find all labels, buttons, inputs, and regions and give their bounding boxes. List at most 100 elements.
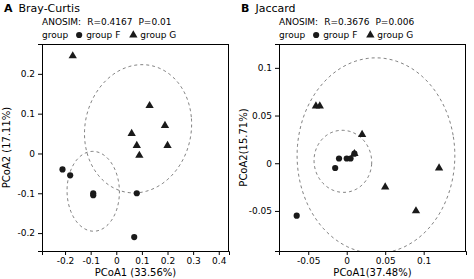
y-tick: 0.2 [21, 69, 42, 79]
legend: group group F group G [42, 30, 176, 40]
x-axis-title: PCoA1 (33.56%) [95, 267, 177, 278]
point [69, 51, 77, 58]
x-tick-label: -0.1 [82, 256, 100, 266]
y-tick-mark [38, 114, 42, 115]
y-tick: 0.1 [21, 109, 42, 119]
point [145, 101, 153, 108]
x-tick-mark [116, 251, 117, 255]
annotation: P=0.006 [375, 17, 414, 27]
y-tick: 0.1 [258, 63, 279, 73]
title: Jaccard [254, 2, 295, 15]
x-tick-label: 0 [344, 256, 350, 266]
x-axis-line [43, 252, 230, 256]
x-tick-mark [385, 251, 386, 255]
y-tick-mark [38, 74, 42, 75]
ellipse [297, 58, 455, 251]
y-tick-mark [275, 163, 279, 164]
plot-area [59, 51, 191, 240]
y-tick-mark [38, 193, 42, 194]
point [358, 130, 366, 137]
x-tick-label: 0.2 [161, 256, 175, 266]
x-tick: 0.1 [135, 251, 149, 266]
point [294, 213, 300, 219]
y-tick-label: -0.2 [17, 228, 35, 238]
point [90, 192, 96, 198]
y-tick-label: 0.1 [21, 109, 35, 119]
y-axis-line [275, 45, 280, 252]
legend-label: group G [140, 30, 176, 40]
x-axis: -0.2 -0.1 0 0.1 0.2 0.3 0.4 [43, 251, 230, 266]
y-axis: -0.2 -0.1 0 0.1 0.2 [17, 45, 42, 252]
x-tick: 0 [344, 251, 350, 266]
legend-label: group F [323, 30, 357, 40]
y-tick-mark [275, 211, 279, 212]
title: Bray-Curtis [19, 2, 81, 15]
x-axis: -0.05 0 0.05 0.1 [280, 251, 467, 266]
point [127, 129, 135, 136]
legend: groupgroup Fgroup G [279, 30, 413, 40]
point [59, 166, 65, 172]
x-tick-label: 0.4 [212, 256, 227, 266]
frame [465, 44, 466, 251]
x-tick-mark [308, 251, 309, 255]
x-tick-label: 0.1 [417, 256, 431, 266]
point [316, 101, 324, 108]
legend-title: group [279, 30, 305, 40]
x-tick-mark [193, 251, 194, 255]
y-tick-label: 0.05 [252, 111, 272, 121]
point [412, 206, 420, 213]
x-tick: 0 [114, 251, 120, 266]
point [131, 234, 137, 240]
point [435, 163, 443, 170]
y-tick: 0.05 [252, 111, 279, 121]
panel: B Jaccard ANOSIM: R=0.3676 P=0.006 group group… [238, 2, 467, 278]
frame [279, 44, 466, 45]
annotation: ANOSIM: [42, 17, 81, 27]
point [347, 155, 353, 161]
x-tick: -0.2 [57, 251, 75, 266]
point [67, 172, 73, 178]
x-tick-label: 0.05 [376, 256, 396, 266]
annotation: ANOSIM: [279, 17, 318, 27]
x-tick: -0.05 [297, 251, 320, 266]
y-tick-mark [38, 233, 42, 234]
x-tick: 0.05 [376, 251, 396, 266]
frame [228, 44, 229, 251]
panel-label: B [241, 2, 249, 15]
legend-symbol [313, 32, 319, 38]
y-tick-mark [275, 68, 279, 69]
y-axis-title: PCoA2 (17.11%) [1, 107, 12, 189]
legend-title: group [42, 30, 68, 40]
y-tick: 0 [29, 149, 42, 159]
x-axis-line [280, 252, 467, 256]
x-tick: 0.2 [161, 251, 175, 266]
y-tick-label: 0 [29, 149, 35, 159]
point [336, 155, 342, 161]
y-tick-label: -0.05 [249, 206, 272, 216]
x-tick-mark [142, 251, 143, 255]
x-tick: 0.4 [212, 251, 227, 266]
y-tick-label: 0 [266, 159, 272, 169]
frame [42, 44, 229, 45]
y-tick-mark [38, 153, 42, 154]
x-tick: 0.3 [186, 251, 200, 266]
x-tick-mark [168, 251, 169, 255]
x-tick-label: -0.05 [297, 256, 320, 266]
y-axis-title: PCoA2(15.71%) [238, 108, 249, 186]
y-axis: -0.05 0 0.05 0.1 [249, 45, 280, 252]
legend-label: group F [86, 30, 120, 40]
x-tick-label: 0 [114, 256, 120, 266]
panel: ABray-CurtisANOSIM:R=0.4167P=0.01groupgr… [1, 2, 230, 278]
y-tick: 0 [266, 159, 279, 169]
y-tick-label: -0.1 [17, 189, 35, 199]
x-tick: -0.1 [82, 251, 100, 266]
point [350, 149, 358, 156]
ellipse [84, 65, 191, 193]
x-tick-label: 0.1 [135, 256, 149, 266]
point [381, 182, 389, 189]
y-tick: -0.05 [249, 206, 279, 216]
y-tick-label: 0.1 [258, 63, 272, 73]
annotation: R=0.3676 [324, 17, 370, 27]
annotation: R=0.4167 [87, 17, 132, 27]
annotation: P=0.01 [138, 17, 171, 27]
